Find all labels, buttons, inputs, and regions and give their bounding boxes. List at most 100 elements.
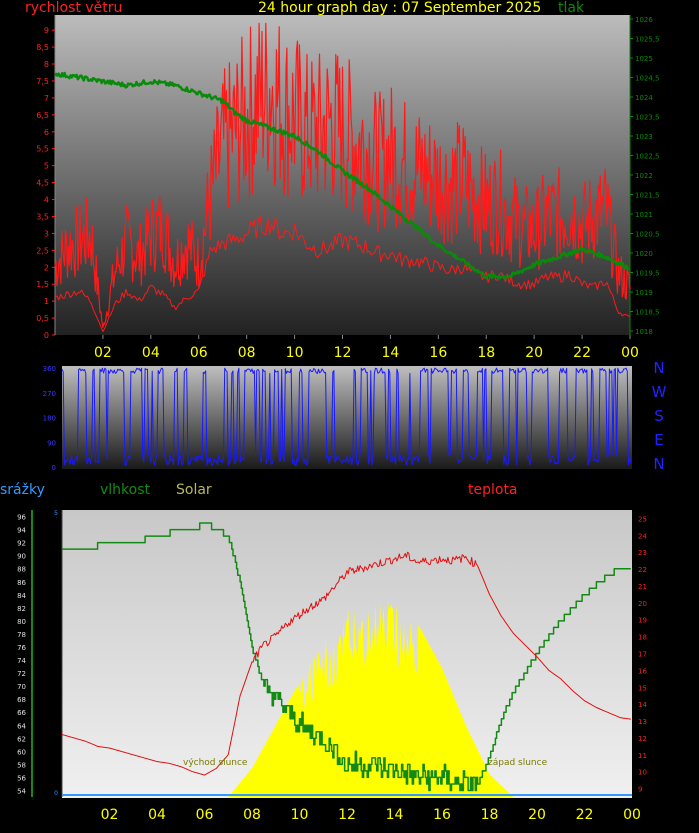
sunset-label: západ slunce — [488, 758, 548, 768]
direction-tick-label: 360 — [43, 365, 56, 373]
wind-tick-label: 9 — [44, 26, 49, 35]
pressure-tick-label: 1024,5 — [635, 75, 660, 83]
temperature-tick-label: 13 — [638, 718, 647, 726]
wind-gust-line — [54, 22, 631, 328]
wind-average-line — [54, 215, 631, 333]
humidity-axis-title: vlhkost — [100, 482, 151, 498]
hour-label: 04 — [148, 807, 166, 823]
compass-label: W — [652, 383, 667, 401]
wind-tick-label: 5,5 — [36, 145, 49, 154]
temperature-tick-label: 24 — [638, 532, 647, 540]
wind-pressure-chart: 00,511,522,533,544,555,566,577,588,59101… — [36, 15, 660, 361]
humidity-tick-label: 58 — [17, 761, 26, 769]
pressure-tick-label: 1022,5 — [635, 153, 660, 161]
hour-label: 12 — [334, 345, 352, 361]
temperature-tick-label: 22 — [638, 566, 647, 574]
temperature-tick-label: 25 — [638, 515, 647, 523]
humidity-tick-label: 64 — [17, 722, 26, 730]
solar-axis-title: Solar — [176, 482, 212, 498]
direction-tick-label: 90 — [47, 439, 56, 447]
humidity-tick-label: 88 — [17, 566, 26, 574]
humidity-tick-label: 72 — [17, 670, 26, 678]
humidity-line — [62, 522, 631, 792]
hour-label: 16 — [433, 807, 451, 823]
hour-label: 18 — [481, 807, 499, 823]
temperature-tick-label: 15 — [638, 684, 647, 692]
compass-label: E — [654, 431, 663, 449]
compass-label: S — [654, 407, 664, 425]
pressure-tick-label: 1018 — [635, 328, 653, 336]
direction-tick-label: 270 — [43, 390, 56, 398]
pressure-tick-label: 1021,5 — [635, 192, 660, 200]
chart-title: 24 hour graph day : 07 September 2025 — [258, 0, 542, 16]
humidity-tick-label: 74 — [17, 657, 26, 665]
pressure-tick-label: 1026 — [635, 16, 653, 24]
temperature-tick-label: 14 — [638, 701, 647, 709]
wind-tick-label: 7,5 — [36, 77, 49, 86]
humidity-tick-label: 80 — [17, 618, 26, 626]
pressure-tick-label: 1020 — [635, 250, 653, 258]
temperature-tick-label: 18 — [638, 634, 647, 642]
humidity-tick-label: 82 — [17, 605, 26, 613]
hour-label: 22 — [576, 807, 594, 823]
temperature-tick-label: 17 — [638, 651, 647, 659]
temperature-tick-label: 23 — [638, 549, 647, 557]
pressure-tick-label: 1023,5 — [635, 114, 660, 122]
hour-label: 06 — [196, 807, 214, 823]
humidity-tick-label: 78 — [17, 631, 26, 639]
hour-label: 18 — [477, 345, 495, 361]
wind-tick-label: 2,5 — [36, 246, 49, 255]
hour-label: 06 — [190, 345, 208, 361]
humidity-temperature-chart: 5456586062646668707274767880828486889092… — [17, 510, 647, 823]
pressure-tick-label: 1020,5 — [635, 231, 660, 239]
hour-label: 02 — [101, 807, 119, 823]
pressure-tick-label: 1021 — [635, 211, 653, 219]
pressure-tick-label: 1023 — [635, 133, 653, 141]
hour-label: 02 — [94, 345, 112, 361]
wind-tick-label: 4,5 — [36, 179, 49, 188]
wind-direction-line — [61, 367, 632, 467]
direction-tick-label: 180 — [43, 415, 56, 423]
humidity-tick-label: 70 — [17, 683, 26, 691]
hour-label: 16 — [429, 345, 447, 361]
temperature-tick-label: 21 — [638, 583, 647, 591]
direction-tick-label: 0 — [52, 464, 56, 472]
wind-tick-label: 0,5 — [36, 314, 49, 323]
hour-label: 12 — [338, 807, 356, 823]
humidity-tick-label: 86 — [17, 579, 26, 587]
wind-tick-label: 6,5 — [36, 111, 49, 120]
humidity-tick-label: 92 — [17, 540, 26, 548]
hour-label: 04 — [142, 345, 160, 361]
wind-axis-title: rychlost větru — [25, 0, 123, 16]
humidity-tick-label: 60 — [17, 748, 26, 756]
humidity-tick-label: 68 — [17, 696, 26, 704]
temperature-tick-label: 20 — [638, 600, 647, 608]
rain-axis-title: srážky — [0, 482, 45, 498]
hour-label: 10 — [291, 807, 309, 823]
temperature-tick-label: 16 — [638, 667, 647, 675]
humidity-tick-label: 84 — [17, 592, 26, 600]
pressure-tick-label: 1024 — [635, 94, 653, 102]
pressure-tick-label: 1025,5 — [635, 36, 660, 44]
hour-label: 14 — [382, 345, 400, 361]
hour-label: 00 — [621, 345, 639, 361]
rain-tick-label: 0 — [54, 790, 58, 797]
wind-tick-label: 8,5 — [36, 43, 49, 52]
hour-label: 22 — [573, 345, 591, 361]
pressure-tick-label: 1019 — [635, 289, 653, 297]
hour-label: 00 — [623, 807, 641, 823]
pressure-tick-label: 1022 — [635, 172, 653, 180]
temperature-axis-title: teplota — [468, 482, 518, 498]
pressure-axis-title: tlak — [558, 0, 585, 16]
humidity-tick-label: 62 — [17, 735, 26, 743]
temperature-tick-label: 12 — [638, 735, 647, 743]
wind-tick-label: 3,5 — [36, 212, 49, 221]
temperature-tick-label: 9 — [638, 786, 642, 794]
rain-tick-label: 5 — [54, 510, 58, 517]
pressure-tick-label: 1019,5 — [635, 270, 660, 278]
hour-label: 10 — [286, 345, 304, 361]
temperature-tick-label: 11 — [638, 752, 647, 760]
temperature-tick-label: 19 — [638, 617, 647, 625]
solar-area — [228, 602, 514, 797]
